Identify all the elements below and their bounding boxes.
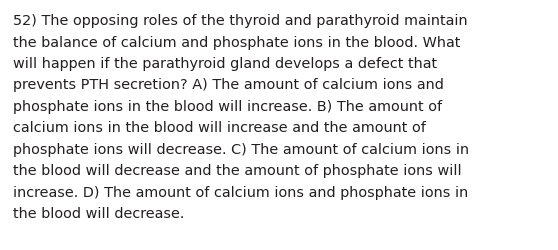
Text: the blood will decrease.: the blood will decrease. [13, 207, 184, 220]
Text: the blood will decrease and the amount of phosphate ions will: the blood will decrease and the amount o… [13, 164, 461, 178]
Text: phosphate ions in the blood will increase. B) The amount of: phosphate ions in the blood will increas… [13, 100, 442, 114]
Text: increase. D) The amount of calcium ions and phosphate ions in: increase. D) The amount of calcium ions … [13, 185, 468, 199]
Text: phosphate ions will decrease. C) The amount of calcium ions in: phosphate ions will decrease. C) The amo… [13, 142, 469, 156]
Text: the balance of calcium and phosphate ions in the blood. What: the balance of calcium and phosphate ion… [13, 35, 460, 49]
Text: calcium ions in the blood will increase and the amount of: calcium ions in the blood will increase … [13, 121, 426, 135]
Text: 52) The opposing roles of the thyroid and parathyroid maintain: 52) The opposing roles of the thyroid an… [13, 14, 468, 28]
Text: prevents PTH secretion? A) The amount of calcium ions and: prevents PTH secretion? A) The amount of… [13, 78, 444, 92]
Text: will happen if the parathyroid gland develops a defect that: will happen if the parathyroid gland dev… [13, 57, 437, 71]
